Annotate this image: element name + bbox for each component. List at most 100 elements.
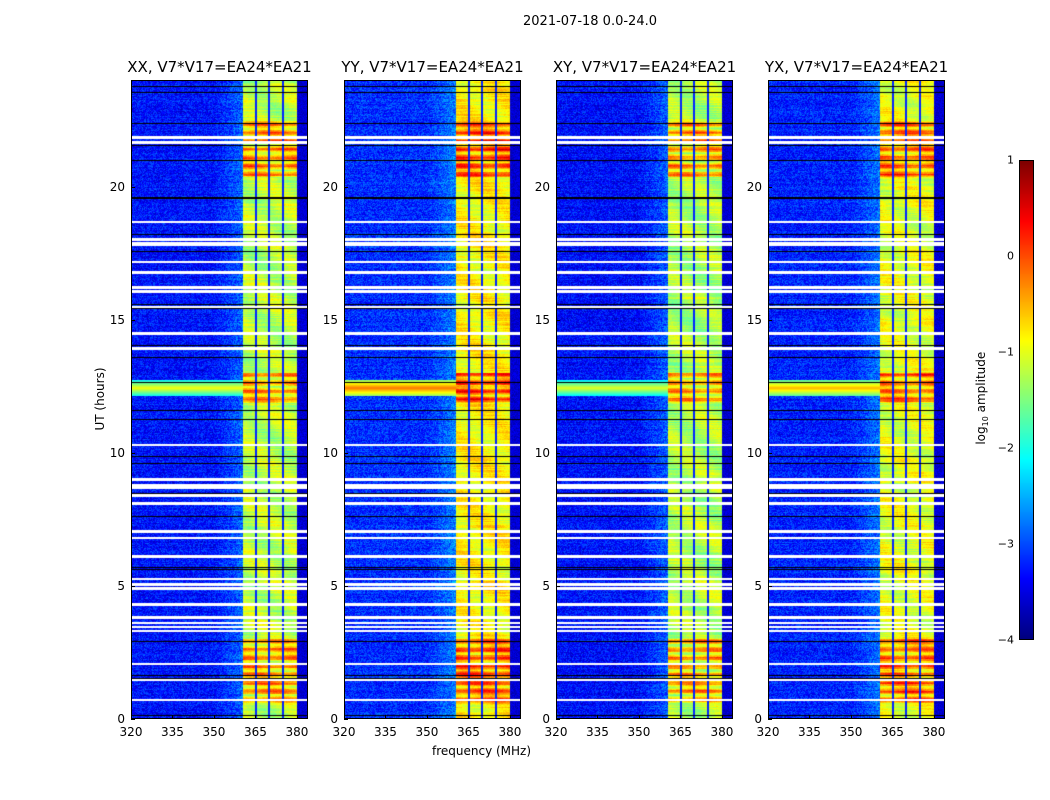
y-tick-label: 10: [109, 445, 125, 460]
y-tick-mark: [556, 719, 560, 720]
y-tick-mark: [131, 319, 135, 321]
x-tick-mark: [213, 715, 215, 719]
colorbar-tick-label: −3: [997, 537, 1014, 551]
colorbar-tick-label: −1: [997, 345, 1014, 359]
x-tick-label: 350: [415, 725, 439, 739]
x-tick-mark: [172, 715, 174, 719]
y-tick-label: 15: [322, 312, 338, 327]
spectrogram-plot: [556, 80, 733, 719]
x-tick-label: 380: [285, 725, 309, 739]
y-tick-label: 10: [534, 445, 550, 460]
x-tick-mark: [296, 715, 298, 719]
spectrogram-heatmap: [345, 81, 520, 718]
colorbar: [1019, 160, 1034, 640]
y-tick-label: 10: [322, 445, 338, 460]
x-tick-label: 335: [586, 725, 609, 739]
y-tick-mark: [768, 719, 772, 720]
panel-title: XY, V7*V17=EA24*EA21: [552, 58, 737, 76]
panel-title: XX, V7*V17=EA24*EA21: [127, 58, 312, 76]
y-tick-label: 15: [109, 312, 125, 327]
y-tick-mark: [344, 186, 348, 188]
x-tick-mark: [509, 715, 511, 719]
x-tick-mark: [385, 715, 387, 719]
figure-title: 2021-07-18 0.0-24.0: [523, 14, 657, 29]
panel-title: YX, V7*V17=EA24*EA21: [764, 58, 949, 76]
panel-title: YY, V7*V17=EA24*EA21: [341, 58, 524, 76]
y-tick-mark: [556, 452, 560, 454]
x-tick-label: 365: [457, 725, 480, 739]
x-tick-label: 320: [544, 725, 568, 739]
y-tick-label: 20: [534, 179, 550, 194]
spectrogram-heatmap: [557, 81, 732, 718]
y-tick-label: 5: [542, 578, 550, 593]
x-tick-label: 335: [798, 725, 821, 739]
x-tick-label: 365: [669, 725, 692, 739]
y-tick-mark: [344, 452, 348, 454]
y-tick-mark: [768, 585, 772, 587]
spectrogram-heatmap: [769, 81, 944, 718]
colorbar-tick-label: 1: [1007, 153, 1014, 167]
colorbar-label: log10 amplitude: [973, 351, 991, 445]
spectrogram-plot: [768, 80, 945, 719]
x-tick-label: 335: [374, 725, 397, 739]
y-tick-label: 10: [746, 445, 762, 460]
spectrogram-plot: [131, 80, 308, 719]
spectrogram-plot: [344, 80, 521, 719]
x-tick-mark: [597, 715, 599, 719]
y-tick-label: 20: [746, 179, 762, 194]
y-tick-label: 15: [746, 312, 762, 327]
x-tick-label: 365: [244, 725, 267, 739]
x-tick-mark: [680, 715, 682, 719]
colorbar-tick-label: 0: [1007, 249, 1014, 263]
y-tick-mark: [768, 186, 772, 188]
x-tick-label: 380: [498, 725, 522, 739]
y-tick-label: 0: [754, 712, 762, 726]
x-tick-mark: [850, 715, 852, 719]
y-tick-mark: [344, 719, 348, 720]
colorbar-tick-label: −4: [997, 633, 1014, 647]
y-axis-label: UT (hours): [93, 367, 107, 431]
x-tick-mark: [933, 715, 935, 719]
y-tick-label: 5: [330, 578, 338, 593]
y-tick-label: 20: [109, 179, 125, 194]
colorbar-gradient: [1020, 161, 1033, 639]
spectrogram-heatmap: [132, 81, 307, 718]
colorbar-tick-label: −2: [997, 441, 1014, 455]
y-tick-label: 5: [754, 578, 762, 593]
y-tick-label: 0: [117, 712, 125, 726]
y-tick-label: 15: [534, 312, 550, 327]
y-tick-label: 0: [330, 712, 338, 726]
panel-2: YY, V7*V17=EA24*EA21 0 5 10 15 20 320 335 350 365…: [323, 58, 524, 739]
panel-4: YX, V7*V17=EA24*EA21 0 5 10 15 20 320 335 350 365…: [747, 58, 948, 739]
x-tick-mark: [426, 715, 428, 719]
x-tick-label: 350: [627, 725, 651, 739]
x-tick-mark: [721, 715, 723, 719]
y-tick-mark: [344, 319, 348, 321]
y-tick-label: 5: [117, 578, 125, 593]
x-tick-mark: [556, 715, 557, 719]
x-tick-label: 380: [922, 725, 946, 739]
x-tick-mark: [638, 715, 640, 719]
x-tick-mark: [892, 715, 894, 719]
y-tick-mark: [131, 452, 135, 454]
y-tick-mark: [556, 319, 560, 321]
x-tick-mark: [768, 715, 769, 719]
x-tick-label: 320: [332, 725, 356, 739]
x-tick-label: 350: [202, 725, 226, 739]
x-axis-label: frequency (MHz): [432, 744, 532, 758]
y-tick-mark: [768, 452, 772, 454]
x-tick-mark: [468, 715, 470, 719]
x-tick-label: 350: [839, 725, 863, 739]
y-tick-label: 0: [542, 712, 550, 726]
y-tick-mark: [344, 585, 348, 587]
x-tick-mark: [809, 715, 811, 719]
y-tick-mark: [131, 585, 135, 587]
x-tick-label: 335: [161, 725, 184, 739]
panel-3: XY, V7*V17=EA24*EA21 0 5 10 15 20 320 335 350 365…: [535, 58, 736, 739]
x-tick-label: 320: [119, 725, 143, 739]
x-tick-mark: [131, 715, 132, 719]
x-tick-mark: [344, 715, 345, 719]
y-tick-mark: [131, 719, 135, 720]
y-tick-mark: [131, 186, 135, 188]
